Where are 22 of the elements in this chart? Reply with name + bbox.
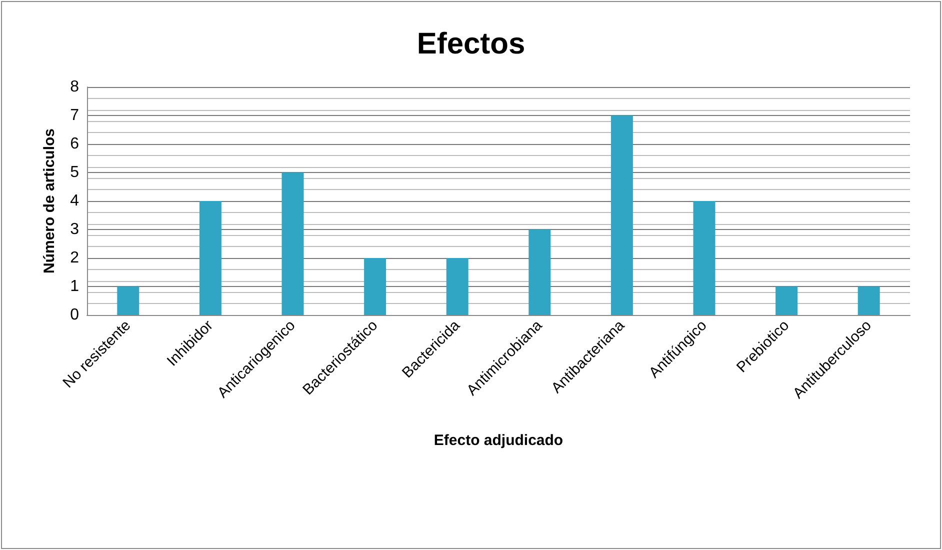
bar — [858, 286, 880, 315]
y-tick-label: 5 — [70, 164, 80, 181]
y-tick-label: 0 — [70, 306, 80, 324]
bar — [776, 286, 798, 315]
y-tick-label: 8 — [70, 78, 80, 96]
y-axis-title: Número de articulos — [41, 128, 58, 274]
y-tick-label: 7 — [70, 107, 80, 124]
bar — [693, 201, 716, 315]
bar — [117, 286, 140, 315]
bar — [199, 201, 222, 315]
bar — [282, 172, 304, 315]
x-axis-title: Efecto adjudicado — [434, 432, 564, 449]
bar — [528, 230, 551, 315]
y-tick-label: 2 — [70, 250, 80, 266]
y-tick-label: 6 — [70, 136, 80, 152]
bar — [364, 258, 386, 315]
y-tick-label: 3 — [70, 221, 80, 238]
chart-title: Efectos — [416, 28, 526, 60]
bar — [446, 258, 468, 315]
y-tick-label: 4 — [70, 192, 80, 210]
bar — [610, 116, 633, 315]
y-tick-label: 1 — [70, 278, 80, 295]
